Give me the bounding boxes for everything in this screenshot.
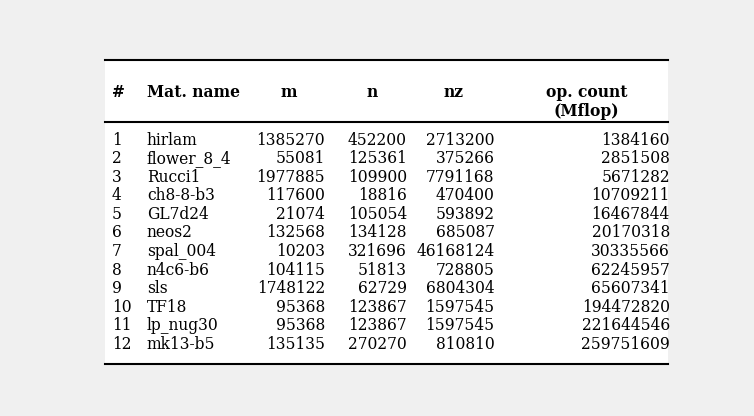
- Text: 1385270: 1385270: [256, 131, 325, 149]
- Text: 1597545: 1597545: [425, 299, 495, 316]
- Text: 95368: 95368: [276, 299, 325, 316]
- Text: 21074: 21074: [276, 206, 325, 223]
- Text: mk13-b5: mk13-b5: [147, 336, 216, 353]
- Text: n: n: [366, 84, 378, 101]
- Text: 2851508: 2851508: [601, 150, 670, 167]
- Text: ch8-8-b3: ch8-8-b3: [147, 187, 215, 204]
- Text: 55081: 55081: [276, 150, 325, 167]
- FancyBboxPatch shape: [105, 60, 668, 364]
- Text: 375266: 375266: [436, 150, 495, 167]
- Text: 8: 8: [112, 262, 121, 279]
- Text: 2713200: 2713200: [426, 131, 495, 149]
- Text: 194472820: 194472820: [582, 299, 670, 316]
- Text: 10709211: 10709211: [591, 187, 670, 204]
- Text: 135135: 135135: [266, 336, 325, 353]
- Text: 62729: 62729: [358, 280, 407, 297]
- Text: TF18: TF18: [147, 299, 187, 316]
- Text: #: #: [112, 84, 124, 101]
- Text: 3: 3: [112, 169, 121, 186]
- Text: n4c6-b6: n4c6-b6: [147, 262, 210, 279]
- Text: nz: nz: [443, 84, 464, 101]
- Text: spal_004: spal_004: [147, 243, 216, 260]
- Text: 104115: 104115: [266, 262, 325, 279]
- Text: 95368: 95368: [276, 317, 325, 334]
- Text: 2: 2: [112, 150, 121, 167]
- Text: 470400: 470400: [436, 187, 495, 204]
- Text: hirlam: hirlam: [147, 131, 198, 149]
- Text: 452200: 452200: [348, 131, 407, 149]
- Text: 105054: 105054: [348, 206, 407, 223]
- Text: 51813: 51813: [358, 262, 407, 279]
- Text: 10: 10: [112, 299, 131, 316]
- Text: 46168124: 46168124: [416, 243, 495, 260]
- Text: 6: 6: [112, 225, 121, 242]
- Text: 5671282: 5671282: [601, 169, 670, 186]
- Text: 728805: 728805: [436, 262, 495, 279]
- Text: GL7d24: GL7d24: [147, 206, 209, 223]
- Text: flower_8_4: flower_8_4: [147, 150, 231, 167]
- Text: Rucci1: Rucci1: [147, 169, 201, 186]
- Text: neos2: neos2: [147, 225, 193, 242]
- Text: 1597545: 1597545: [425, 317, 495, 334]
- Text: 259751609: 259751609: [581, 336, 670, 353]
- Text: 321696: 321696: [348, 243, 407, 260]
- Text: 117600: 117600: [266, 187, 325, 204]
- Text: 6804304: 6804304: [426, 280, 495, 297]
- Text: 7791168: 7791168: [426, 169, 495, 186]
- Text: 4: 4: [112, 187, 121, 204]
- Text: 810810: 810810: [436, 336, 495, 353]
- Text: 16467844: 16467844: [592, 206, 670, 223]
- Text: 5: 5: [112, 206, 122, 223]
- Text: 12: 12: [112, 336, 131, 353]
- Text: 11: 11: [112, 317, 131, 334]
- Text: 10203: 10203: [276, 243, 325, 260]
- Text: 20170318: 20170318: [592, 225, 670, 242]
- Text: 270270: 270270: [348, 336, 407, 353]
- Text: 685087: 685087: [436, 225, 495, 242]
- Text: 1: 1: [112, 131, 121, 149]
- Text: 9: 9: [112, 280, 121, 297]
- Text: 1748122: 1748122: [257, 280, 325, 297]
- Text: op. count
(Mflop): op. count (Mflop): [546, 84, 627, 120]
- Text: 123867: 123867: [348, 317, 407, 334]
- Text: Mat. name: Mat. name: [147, 84, 240, 101]
- Text: 134128: 134128: [348, 225, 407, 242]
- Text: sls: sls: [147, 280, 167, 297]
- Text: 18816: 18816: [358, 187, 407, 204]
- Text: 109900: 109900: [348, 169, 407, 186]
- Text: lp_nug30: lp_nug30: [147, 317, 219, 334]
- Text: 125361: 125361: [348, 150, 407, 167]
- Text: 1384160: 1384160: [602, 131, 670, 149]
- Text: 1977885: 1977885: [256, 169, 325, 186]
- Text: m: m: [280, 84, 297, 101]
- Text: 62245957: 62245957: [591, 262, 670, 279]
- Text: 7: 7: [112, 243, 121, 260]
- Text: 221644546: 221644546: [581, 317, 670, 334]
- Text: 593892: 593892: [436, 206, 495, 223]
- Text: 65607341: 65607341: [591, 280, 670, 297]
- Text: 132568: 132568: [266, 225, 325, 242]
- Text: 30335566: 30335566: [591, 243, 670, 260]
- Text: 123867: 123867: [348, 299, 407, 316]
